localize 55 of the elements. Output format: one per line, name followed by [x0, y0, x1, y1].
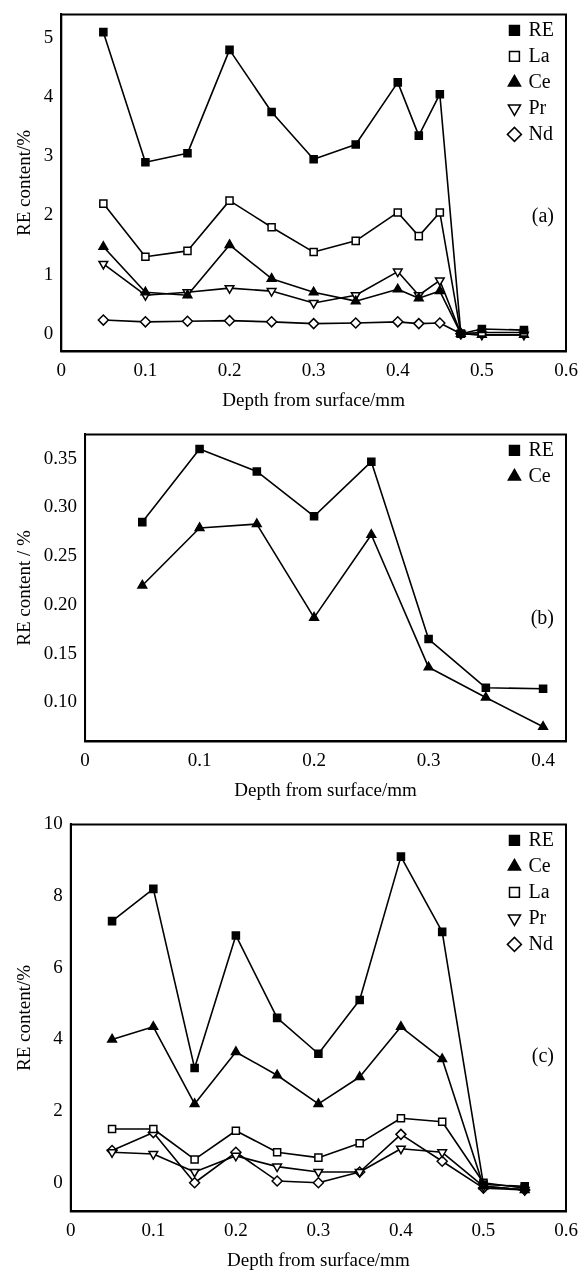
x-tick-label: 0.1 — [187, 748, 212, 770]
x-tick-label: 0.3 — [416, 748, 441, 770]
y-tick-label: 6 — [53, 955, 63, 977]
y-tick-label: 0.10 — [43, 690, 78, 712]
x-tick-label: 0.5 — [471, 1218, 496, 1240]
legend-label: La — [528, 879, 550, 902]
y-tick-label: 8 — [53, 884, 63, 906]
y-tick-label: 10 — [43, 812, 63, 834]
y-tick-label: 0.20 — [43, 592, 78, 614]
x-axis-title: Depth from surface/mm — [222, 388, 406, 410]
y-axis-title: RE content/% — [13, 129, 35, 236]
legend-label: Nd — [528, 121, 553, 144]
y-tick-label: 1 — [43, 262, 54, 284]
y-tick-label: 0.30 — [43, 495, 78, 517]
legend-label: RE — [528, 17, 555, 40]
x-tick-label: 0.2 — [217, 358, 242, 380]
y-tick-label: 2 — [53, 1099, 63, 1121]
annotation: (a) — [531, 203, 554, 227]
x-tick-label: 0.1 — [141, 1218, 166, 1240]
y-tick-label: 0.35 — [43, 446, 78, 468]
y-tick-label: 3 — [43, 144, 54, 166]
y-tick-label: 4 — [43, 85, 54, 107]
legend-label: Ce — [528, 463, 551, 486]
x-tick-label: 0.4 — [389, 1218, 414, 1240]
y-axis-title: RE content/% — [13, 964, 35, 1071]
legend-label: Ce — [528, 69, 551, 92]
x-tick-label: 0.6 — [554, 1218, 578, 1240]
y-tick-label: 5 — [43, 26, 54, 48]
y-tick-label: 0.25 — [43, 544, 78, 566]
legend-label: RE — [528, 437, 555, 460]
y-tick-label: 0.15 — [43, 641, 78, 663]
legend-label: RE — [528, 827, 555, 850]
x-tick-label: 0.4 — [531, 748, 556, 770]
legend-label: Pr — [528, 95, 547, 118]
legend-label: Ce — [528, 853, 551, 876]
y-tick-label: 4 — [53, 1027, 64, 1049]
annotation: (b) — [530, 605, 554, 629]
legend-label: La — [528, 43, 550, 66]
y-tick-label: 0 — [53, 1170, 63, 1192]
x-tick-label: 0.2 — [223, 1218, 248, 1240]
x-tick-label: 0.5 — [470, 358, 494, 380]
annotation: (c) — [531, 1043, 554, 1067]
y-tick-label: 0 — [43, 321, 54, 343]
x-tick-label: 0.2 — [302, 748, 326, 770]
x-tick-label: 0.4 — [385, 358, 411, 380]
legend-label: Pr — [528, 905, 547, 928]
y-axis-title: RE content / % — [13, 529, 35, 646]
x-tick-label: 0.1 — [133, 358, 158, 380]
y-tick-label: 2 — [43, 203, 54, 225]
x-tick-label: 0.6 — [554, 358, 578, 380]
x-tick-label: 0.3 — [306, 1218, 331, 1240]
x-axis-title: Depth from surface/mm — [234, 778, 418, 800]
legend-label: Nd — [528, 931, 553, 954]
x-tick-label: 0.3 — [301, 358, 326, 380]
x-axis-title: Depth from surface/mm — [227, 1248, 410, 1270]
